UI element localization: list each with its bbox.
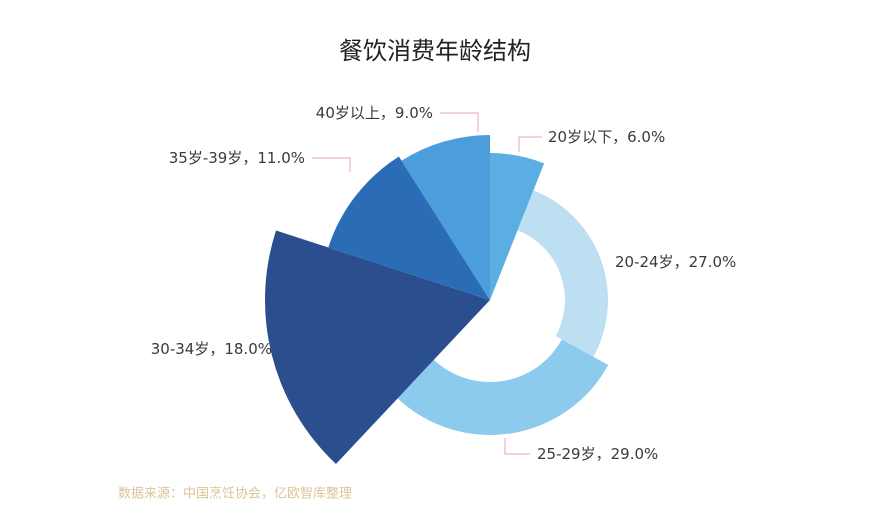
category-label: 35岁-39岁 (169, 149, 243, 167)
category-label: 20岁以下 (548, 128, 612, 146)
label-separator: ， (612, 128, 627, 146)
value-label: 18.0% (224, 340, 272, 358)
value-label: 9.0% (395, 104, 433, 122)
category-label: 25-29岁 (537, 445, 596, 463)
category-label: 40岁以上 (316, 104, 380, 122)
label-separator: ， (209, 340, 224, 358)
value-label: 27.0% (689, 253, 737, 271)
label-separator: ， (380, 104, 395, 122)
slice-label: 20岁以下，6.0% (548, 128, 665, 146)
leader-line (440, 112, 479, 132)
slice-label: 25-29岁，29.0% (537, 445, 658, 463)
value-label: 29.0% (611, 445, 659, 463)
leader-line (518, 136, 542, 152)
value-label: 6.0% (627, 128, 665, 146)
slice-label: 30-34岁，18.0% (151, 340, 272, 358)
value-label: 11.0% (257, 149, 305, 167)
slice-label: 40岁以上，9.0% (316, 104, 433, 122)
label-separator: ， (596, 445, 611, 463)
slice (517, 190, 609, 357)
label-separator: ， (674, 253, 689, 271)
slice-label: 35岁-39岁，11.0% (169, 149, 305, 167)
slice (490, 153, 545, 300)
chart-title: 餐饮消费年龄结构 (339, 37, 531, 65)
slice-label: 20-24岁，27.0% (615, 253, 736, 271)
category-label: 30-34岁 (151, 340, 210, 358)
source-note: 数据来源：中国烹饪协会，亿欧智库整理 (118, 486, 352, 502)
slice (265, 230, 490, 465)
slice (328, 156, 490, 300)
slice (397, 339, 609, 435)
label-separator: ， (242, 149, 257, 167)
category-label: 20-24岁 (615, 253, 674, 271)
leader-line (504, 438, 530, 455)
slice (401, 135, 490, 300)
leader-line (312, 157, 351, 172)
